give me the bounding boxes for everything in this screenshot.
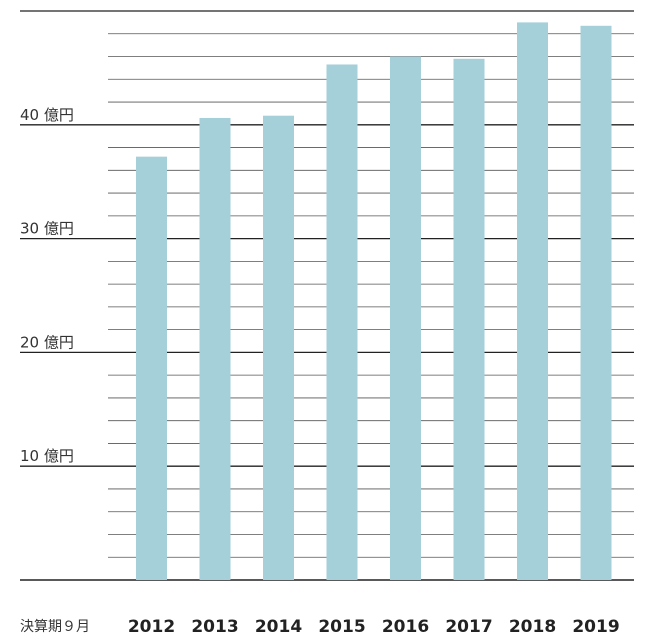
bar-2014 [263, 115, 294, 581]
x-tick-label: 2012 [128, 617, 175, 637]
y-tick-label: 20 億円 [20, 333, 74, 351]
x-tick-label: 2014 [255, 617, 302, 637]
bar-2013 [199, 117, 231, 581]
bar-2019 [580, 25, 612, 580]
bar-2015 [326, 64, 358, 580]
bar-2017 [453, 58, 485, 580]
y-tick-label: 30 億円 [20, 220, 74, 238]
minor-gridlines [108, 33, 634, 558]
bars [136, 22, 612, 581]
x-tick-label: 2016 [382, 617, 429, 637]
bar-2016 [390, 56, 421, 580]
bar-2012 [136, 156, 167, 580]
x-tick-labels: 2012 2013 2014 2015 2016 2017 2018 2019 [128, 617, 620, 637]
x-tick-label: 2015 [318, 617, 365, 637]
x-tick-label: 2018 [509, 617, 556, 637]
y-tick-label: 40 億円 [20, 106, 74, 124]
x-axis-title: 決算期９月 [20, 619, 90, 635]
y-tick-label: 10 億円 [20, 447, 74, 465]
bar-2018 [517, 22, 548, 580]
x-tick-label: 2019 [572, 617, 619, 637]
x-tick-label: 2013 [191, 617, 238, 637]
y-tick-labels: 10 億円 20 億円 30 億円 40 億円 [20, 106, 74, 465]
x-tick-label: 2017 [445, 617, 492, 637]
